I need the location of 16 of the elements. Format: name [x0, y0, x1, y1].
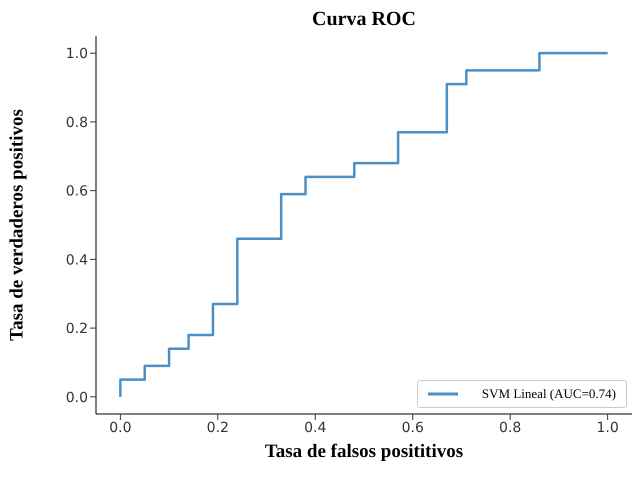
y-tick-label: 0.0 [66, 390, 88, 406]
legend-label: SVM Lineal (AUC=0.74) [482, 386, 616, 402]
y-tick-label: 1.0 [66, 46, 88, 62]
x-tick-label: 1.0 [596, 420, 619, 436]
x-tick-label: 0.0 [109, 420, 132, 436]
y-tick-label: 0.8 [66, 114, 88, 131]
x-tick-label: 0.8 [499, 420, 522, 436]
y-tick-label: 0.2 [66, 321, 88, 338]
x-tick-label: 0.6 [402, 420, 424, 436]
x-axis-title: Tasa de falsos posititivos [264, 441, 464, 462]
y-axis-title: Tasa de verdaderos positivos [6, 109, 28, 341]
y-tick-label: 0.6 [66, 184, 88, 200]
chart-title: Curva ROC [311, 8, 417, 31]
x-tick-label: 0.2 [206, 420, 229, 436]
x-tick-label: 0.4 [304, 420, 326, 436]
y-tick-label: 0.4 [66, 252, 88, 268]
